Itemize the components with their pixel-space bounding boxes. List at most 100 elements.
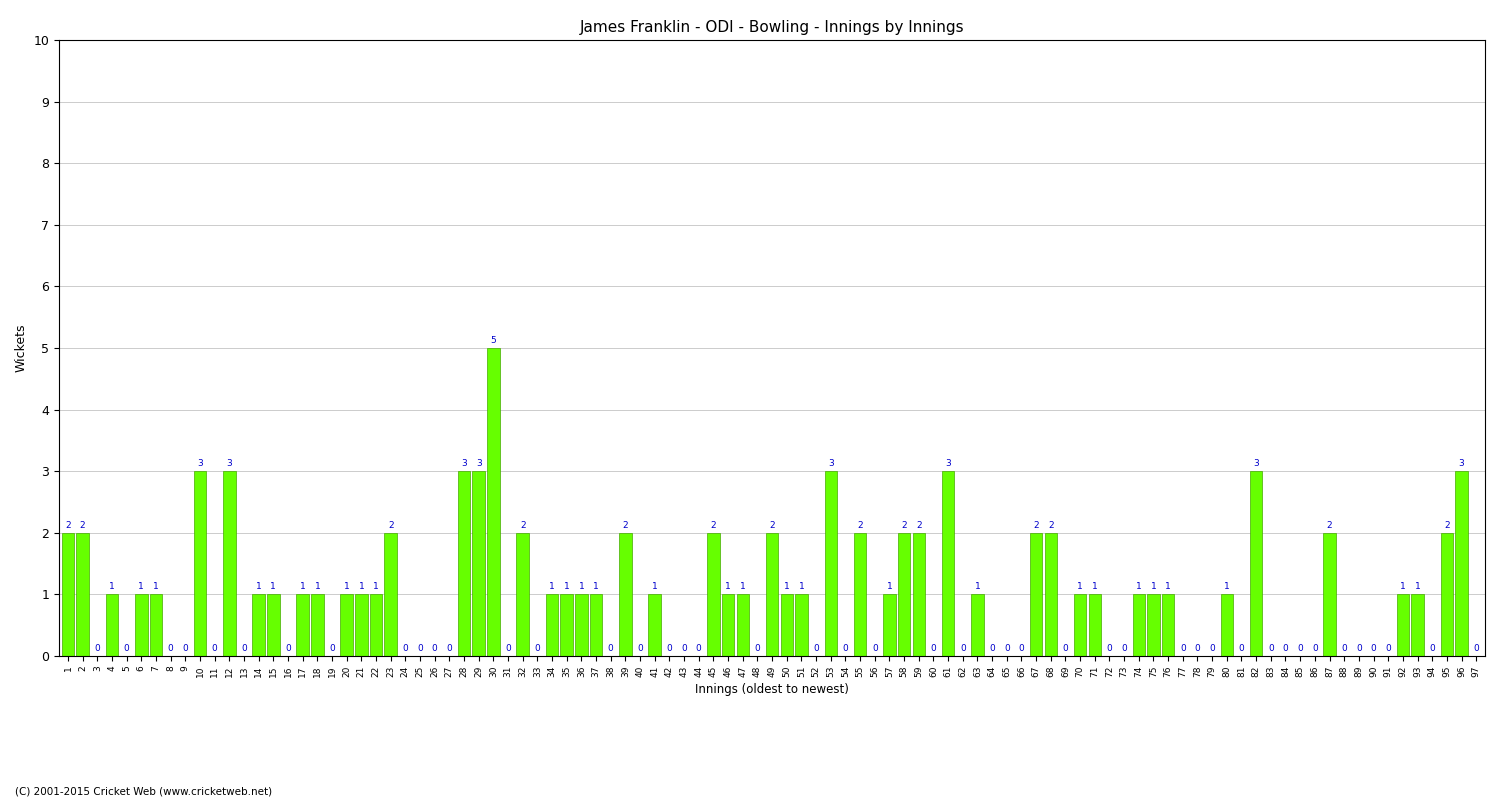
Text: 1: 1: [256, 582, 261, 591]
Text: 0: 0: [417, 644, 423, 653]
Bar: [1148, 594, 1160, 656]
Text: 1: 1: [374, 582, 380, 591]
Text: 0: 0: [988, 644, 994, 653]
Text: 0: 0: [638, 644, 644, 653]
Text: 0: 0: [432, 644, 438, 653]
Bar: [825, 471, 837, 656]
Text: 0: 0: [1356, 644, 1362, 653]
Text: 0: 0: [1122, 644, 1126, 653]
Bar: [76, 533, 88, 656]
Bar: [340, 594, 352, 656]
Bar: [1074, 594, 1086, 656]
Text: 1: 1: [784, 582, 789, 591]
Bar: [356, 594, 368, 656]
Text: 0: 0: [754, 644, 760, 653]
Text: 0: 0: [168, 644, 174, 653]
Text: 0: 0: [696, 644, 702, 653]
Text: 1: 1: [110, 582, 116, 591]
Text: 2: 2: [858, 521, 862, 530]
Text: 1: 1: [724, 582, 730, 591]
Text: 5: 5: [490, 336, 496, 345]
Text: 2: 2: [1326, 521, 1332, 530]
Bar: [898, 533, 910, 656]
Text: 1: 1: [1150, 582, 1156, 591]
Text: 0: 0: [285, 644, 291, 653]
Bar: [884, 594, 896, 656]
Text: 3: 3: [1254, 459, 1258, 468]
Text: 0: 0: [930, 644, 936, 653]
Text: 0: 0: [506, 644, 512, 653]
Text: 2: 2: [1444, 521, 1449, 530]
Bar: [1089, 594, 1101, 656]
X-axis label: Innings (oldest to newest): Innings (oldest to newest): [694, 682, 849, 696]
Bar: [1323, 533, 1335, 656]
Text: 3: 3: [828, 459, 834, 468]
Text: 1: 1: [1400, 582, 1406, 591]
Text: 1: 1: [1414, 582, 1420, 591]
Text: (C) 2001-2015 Cricket Web (www.cricketweb.net): (C) 2001-2015 Cricket Web (www.cricketwe…: [15, 786, 272, 796]
Text: 1: 1: [592, 582, 598, 591]
Text: 1: 1: [886, 582, 892, 591]
Text: 0: 0: [1298, 644, 1304, 653]
Text: 0: 0: [1209, 644, 1215, 653]
Text: 1: 1: [798, 582, 804, 591]
Text: 0: 0: [666, 644, 672, 653]
Bar: [135, 594, 147, 656]
Text: 2: 2: [916, 521, 921, 530]
Text: 0: 0: [1180, 644, 1185, 653]
Text: 2: 2: [1048, 521, 1053, 530]
Text: 0: 0: [1004, 644, 1010, 653]
Text: 0: 0: [843, 644, 849, 653]
Bar: [1250, 471, 1263, 656]
Text: 1: 1: [975, 582, 981, 591]
Text: 1: 1: [549, 582, 555, 591]
Text: 1: 1: [153, 582, 159, 591]
Text: 1: 1: [138, 582, 144, 591]
Text: 2: 2: [520, 521, 525, 530]
Bar: [766, 533, 778, 656]
Bar: [105, 594, 118, 656]
Bar: [472, 471, 484, 656]
Text: 1: 1: [315, 582, 320, 591]
Text: 0: 0: [534, 644, 540, 653]
Bar: [1132, 594, 1144, 656]
Bar: [736, 594, 748, 656]
Bar: [1044, 533, 1058, 656]
Bar: [795, 594, 807, 656]
Text: 0: 0: [681, 644, 687, 653]
Text: 0: 0: [328, 644, 334, 653]
Text: 1: 1: [1077, 582, 1083, 591]
Text: 0: 0: [402, 644, 408, 653]
Bar: [384, 533, 398, 656]
Bar: [1030, 533, 1042, 656]
Bar: [194, 471, 206, 656]
Text: 0: 0: [813, 644, 819, 653]
Bar: [1396, 594, 1408, 656]
Bar: [620, 533, 632, 656]
Text: 0: 0: [211, 644, 217, 653]
Bar: [516, 533, 530, 656]
Bar: [590, 594, 603, 656]
Text: 0: 0: [1341, 644, 1347, 653]
Bar: [488, 348, 500, 656]
Text: 3: 3: [196, 459, 202, 468]
Bar: [574, 594, 588, 656]
Text: 0: 0: [1019, 644, 1025, 653]
Text: 1: 1: [1166, 582, 1172, 591]
Bar: [942, 471, 954, 656]
Bar: [297, 594, 309, 656]
Text: 1: 1: [740, 582, 746, 591]
Bar: [853, 533, 867, 656]
Text: 1: 1: [652, 582, 657, 591]
Text: 2: 2: [80, 521, 86, 530]
Text: 0: 0: [1107, 644, 1113, 653]
Bar: [62, 533, 74, 656]
Text: 1: 1: [564, 582, 570, 591]
Bar: [370, 594, 382, 656]
Text: 0: 0: [183, 644, 188, 653]
Text: 3: 3: [476, 459, 482, 468]
Bar: [267, 594, 279, 656]
Text: 0: 0: [1473, 644, 1479, 653]
Bar: [546, 594, 558, 656]
Text: 0: 0: [1268, 644, 1274, 653]
